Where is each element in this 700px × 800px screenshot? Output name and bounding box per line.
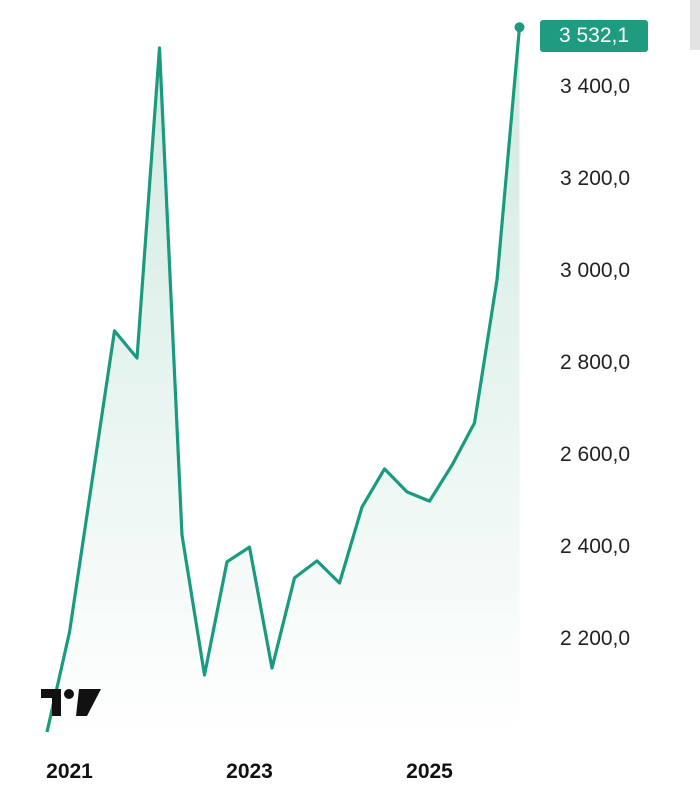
y-tick-label: 2 800,0 xyxy=(560,351,631,374)
x-tick-label: 2021 xyxy=(46,760,93,783)
tradingview-logo xyxy=(41,689,101,716)
y-tick-label: 3 400,0 xyxy=(560,75,631,98)
y-tick-label: 3 000,0 xyxy=(560,259,631,282)
y-tick-label: 2 400,0 xyxy=(560,535,631,558)
y-tick-label: 2 200,0 xyxy=(560,627,631,650)
x-tick-label: 2025 xyxy=(406,760,453,783)
last-data-point xyxy=(514,22,525,33)
x-tick-label: 2023 xyxy=(226,760,273,783)
scrollbar[interactable] xyxy=(690,0,700,50)
y-tick-label: 3 200,0 xyxy=(560,167,631,190)
last-value-label: 3 532,1 xyxy=(540,20,648,52)
series-line xyxy=(45,27,522,733)
area-fill xyxy=(47,27,520,736)
y-tick-label: 2 600,0 xyxy=(560,443,631,466)
